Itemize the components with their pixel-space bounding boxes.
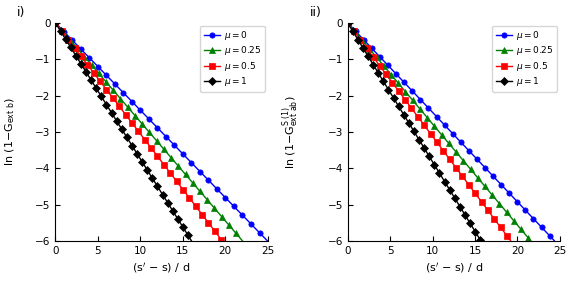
$\mu = 0$ (52, 21, 59, 24)
$\mu = 1$ (344, 21, 351, 24)
$\mu = 1$ (383, 84, 390, 87)
X-axis label: (s$^\prime$ $-$ s) / d: (s$^\prime$ $-$ s) / d (424, 261, 483, 275)
$\mu = 1$ (369, 62, 376, 65)
$\mu = 0.5$ (355, 35, 362, 39)
$\mu = 0.25$ (239, 239, 246, 243)
$\mu = 0$ (226, 200, 233, 203)
Line: $\mu = 0.25$: $\mu = 0.25$ (345, 20, 533, 243)
$\mu = 1$ (408, 126, 415, 129)
$\mu = 0.25$ (91, 67, 98, 70)
X-axis label: (s$^\prime$ $-$ s) / d: (s$^\prime$ $-$ s) / d (133, 261, 190, 275)
Text: i): i) (17, 6, 26, 19)
$\mu = 0.25$ (527, 239, 534, 242)
Line: $\mu = 1$: $\mu = 1$ (345, 20, 483, 243)
$\mu = 0$ (536, 223, 543, 227)
$\mu = 0.25$ (344, 21, 351, 24)
$\mu = 0.25$ (218, 214, 225, 218)
$\mu = 0.5$ (52, 21, 59, 24)
$\mu = 0.5$ (134, 128, 141, 131)
Line: $\mu = 0.5$: $\mu = 0.5$ (53, 20, 225, 243)
Y-axis label: ln (1$-$G$_{\mathrm{ext\ ab}}^{\mathrm{S\ (1)}}$): ln (1$-$G$_{\mathrm{ext\ ab}}^{\mathrm{S… (280, 95, 301, 169)
$\mu = 0$ (523, 209, 530, 213)
$\mu = 1$ (387, 92, 394, 95)
$\mu = 0.5$ (506, 237, 513, 241)
Legend: $\mu = 0$, $\mu = 0.25$, $\mu = 0.5$, $\mu = 1$: $\mu = 0$, $\mu = 0.25$, $\mu = 0.5$, $\… (200, 26, 265, 92)
$\mu = 0.25$ (408, 97, 415, 101)
$\mu = 0.25$ (52, 21, 59, 24)
$\mu = 0.5$ (142, 140, 149, 143)
$\mu = 0$ (475, 160, 482, 163)
Y-axis label: ln (1$-$G$_{\mathrm{ext\ b}}$): ln (1$-$G$_{\mathrm{ext\ b}}$) (3, 98, 17, 166)
$\mu = 1$ (80, 65, 86, 69)
$\mu = 1$ (134, 152, 141, 155)
$\mu = 1$ (174, 217, 181, 221)
$\mu = 1$ (444, 184, 451, 187)
$\mu = 0$ (264, 239, 271, 243)
$\mu = 0$ (153, 125, 160, 128)
$\mu = 0$ (344, 21, 351, 24)
Text: ii): ii) (309, 6, 321, 19)
$\mu = 0$ (426, 107, 432, 110)
$\mu = 0.25$ (352, 30, 359, 34)
$\mu = 0.25$ (227, 225, 234, 229)
$\mu = 1$ (149, 176, 156, 179)
$\mu = 1$ (112, 118, 119, 121)
$\mu = 1$ (52, 21, 59, 24)
Line: $\mu = 0.25$: $\mu = 0.25$ (53, 20, 245, 244)
$\mu = 0.5$ (507, 239, 514, 242)
$\mu = 0.5$ (484, 209, 491, 212)
$\mu = 0.25$ (140, 123, 146, 127)
$\mu = 0.5$ (349, 29, 356, 32)
$\mu = 0.5$ (53, 22, 59, 26)
$\mu = 1$ (345, 22, 352, 26)
$\mu = 0.5$ (428, 133, 435, 137)
$\mu = 0$ (259, 234, 266, 237)
$\mu = 0$ (551, 239, 558, 242)
$\mu = 0.25$ (514, 223, 521, 226)
$\mu = 1$ (137, 158, 144, 162)
$\mu = 0$ (167, 139, 174, 142)
$\mu = 0$ (154, 126, 161, 130)
$\mu = 0$ (178, 151, 185, 154)
Line: $\mu = 0.5$: $\mu = 0.5$ (345, 20, 513, 243)
$\mu = 0$ (528, 215, 535, 218)
$\mu = 0.25$ (515, 225, 522, 229)
$\mu = 0.25$ (204, 198, 210, 201)
Line: $\mu = 1$: $\mu = 1$ (53, 20, 194, 244)
$\mu = 0.25$ (349, 28, 356, 31)
Line: $\mu = 0$: $\mu = 0$ (345, 20, 557, 243)
$\mu = 0.5$ (460, 176, 467, 180)
Line: $\mu = 0$: $\mu = 0$ (53, 20, 270, 244)
$\mu = 0.25$ (500, 207, 507, 210)
$\mu = 1$ (477, 239, 484, 242)
$\mu = 1$ (188, 239, 195, 243)
$\mu = 0.5$ (89, 69, 96, 73)
$\mu = 0.5$ (219, 239, 225, 242)
Legend: $\mu = 0$, $\mu = 0.25$, $\mu = 0.5$, $\mu = 1$: $\mu = 0$, $\mu = 0.25$, $\mu = 0.5$, $\… (492, 26, 557, 92)
$\mu = 0$ (541, 229, 548, 232)
$\mu = 0.5$ (344, 21, 351, 24)
$\mu = 0.5$ (121, 111, 128, 115)
$\mu = 0.25$ (186, 177, 193, 181)
$\mu = 0.5$ (216, 235, 223, 239)
